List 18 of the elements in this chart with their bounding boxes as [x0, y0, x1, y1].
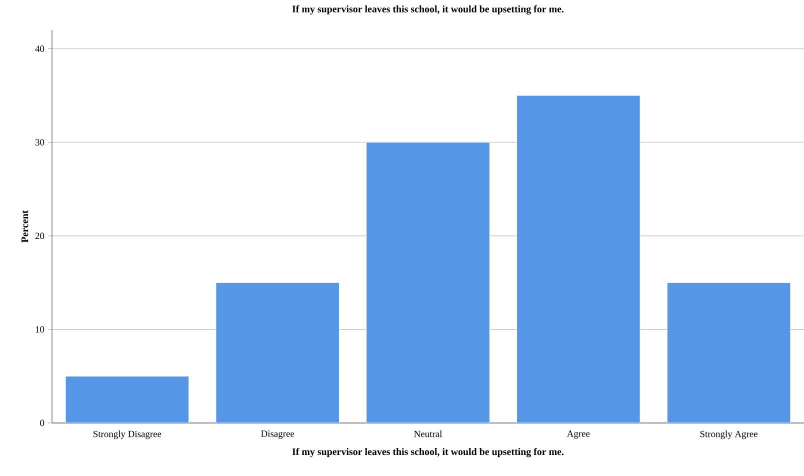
x-axis-title: If my supervisor leaves this school, it would be upsetting for me.: [292, 448, 564, 458]
chart-title: If my supervisor leaves this school, it would be upsetting for me.: [292, 5, 564, 15]
y-tick-label: 10: [36, 326, 44, 333]
y-tick-label: 30: [35, 139, 44, 146]
x-tick-label: Strongly Agree: [700, 430, 758, 440]
x-tick-label: Strongly Disagree: [94, 430, 162, 440]
x-tick-label: Agree: [566, 430, 590, 439]
bar: [366, 142, 490, 423]
bar: [666, 282, 791, 423]
y-axis-title: Percent: [22, 210, 28, 243]
y-tick-label: 20: [35, 232, 44, 240]
bar: [216, 282, 340, 423]
y-tick-label: 40: [35, 46, 44, 52]
y-tick-label: 0: [40, 420, 44, 426]
bar: [516, 95, 640, 423]
bar: [65, 376, 190, 423]
x-tick-label: Neutral: [414, 430, 442, 438]
x-tick-label: Disagree: [261, 430, 294, 439]
